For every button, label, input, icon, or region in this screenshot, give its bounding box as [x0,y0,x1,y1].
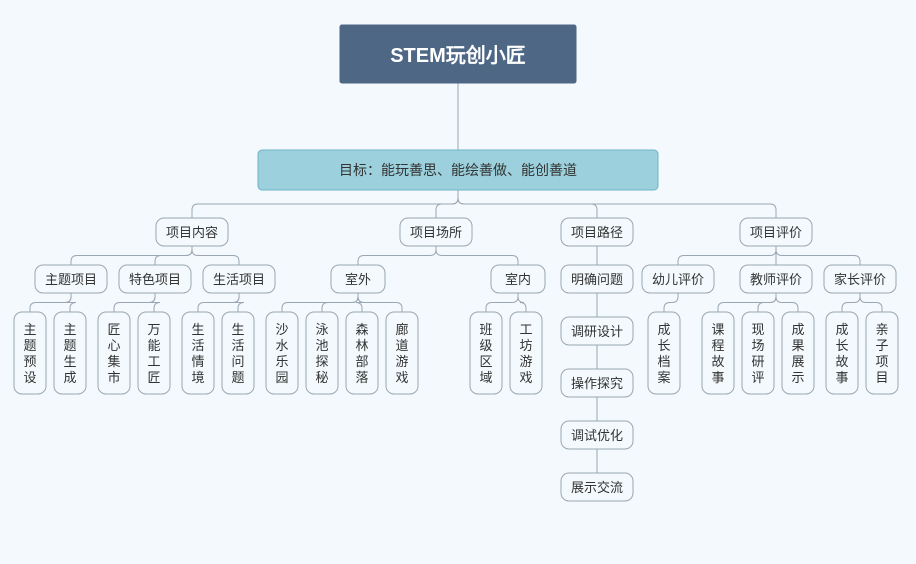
path-chain-node-label: 展示交流 [571,480,623,495]
level3-node-label: 室内 [505,272,531,287]
leaf-label: 匠心集市 [107,322,120,385]
path-chain-node-label: 操作探究 [571,376,623,391]
leaf-label: 现场研评 [751,322,764,385]
level2-node-label: 项目场所 [410,225,462,240]
path-chain-node-label: 调研设计 [571,324,623,339]
leaf-label: 廊道游戏 [395,322,408,385]
goal-label: 目标：能玩善思、能绘善做、能创善道 [339,162,577,178]
leaf-label: 成长故事 [835,322,848,385]
level2-node-label: 项目路径 [571,225,623,240]
leaf-label: 班级区域 [479,322,492,385]
level3-node-label: 特色项目 [129,272,181,287]
leaf-label: 亲子项目 [875,322,888,385]
leaf-label: 森林部落 [355,322,368,385]
leaf-label: 沙水乐园 [275,322,288,385]
level3-node-label: 家长评价 [834,272,886,287]
root-label: STEM玩创小匠 [390,43,526,67]
level3-node-label: 教师评价 [750,272,802,287]
leaf-label: 泳池探秘 [315,322,328,385]
leaf-label: 主题生成 [63,322,76,385]
leaf-label: 生活情境 [191,322,204,385]
leaf-label: 生活问题 [231,322,244,385]
leaf-label: 工坊游戏 [519,322,532,385]
level3-node-label: 主题项目 [45,272,97,287]
leaf-label: 课程故事 [711,322,724,385]
leaf-label: 万能工匠 [147,322,160,385]
leaf-label: 成长档案 [657,322,670,385]
level3-node-label: 室外 [345,272,371,287]
tree-diagram: STEM玩创小匠目标：能玩善思、能绘善做、能创善道项目内容 项目场所 项目路径 项目评… [0,0,916,564]
level2-node-label: 项目评价 [750,225,802,240]
leaf-label: 成果展示 [791,322,804,385]
level3-node-label: 幼儿评价 [652,272,704,287]
level3-node-label: 明确问题 [571,272,623,287]
leaf-label: 主题预设 [23,322,36,385]
level3-node-label: 生活项目 [213,272,265,287]
level2-node-label: 项目内容 [166,225,218,240]
path-chain-node-label: 调试优化 [571,428,623,443]
